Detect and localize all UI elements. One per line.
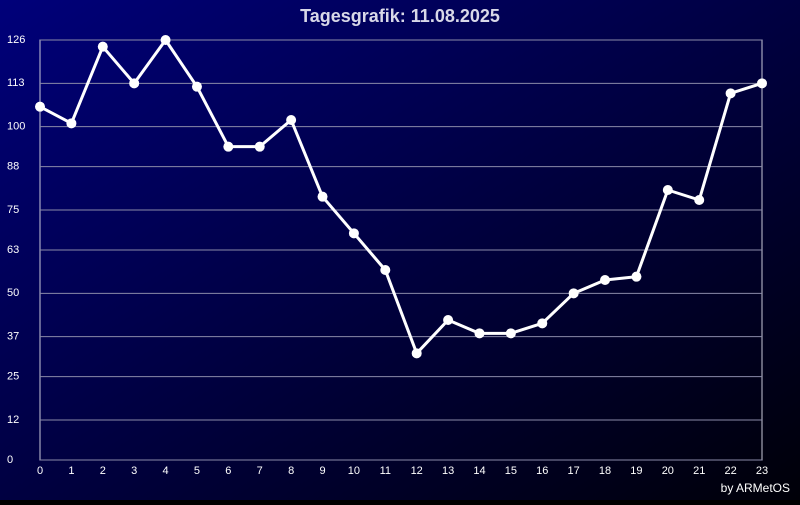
line [39,38,763,355]
point [35,101,45,112]
x-tick-label: 3 [131,465,137,477]
x-tick-label: 21 [693,465,705,477]
point [694,195,705,205]
y-tick-label: 63 [7,244,19,256]
x-tick-label: 23 [756,465,768,477]
point [411,348,422,359]
point [725,88,736,99]
y-tick-label: 0 [7,454,13,466]
y-tick-label: 113 [7,77,25,89]
point [66,118,77,129]
x-tick-label: 17 [568,465,580,477]
x-tick-label: 12 [411,465,423,477]
point [537,318,548,329]
point [600,275,611,285]
point [380,265,391,275]
footer: by ARMetOS [721,481,790,495]
point [443,315,454,325]
x-tick-label: 2 [100,465,106,477]
x-tick-label: 16 [536,465,548,477]
x-tick-label: 22 [724,465,736,477]
x-tick-label: 13 [442,465,454,477]
x-tick-label: 11 [380,465,391,477]
x-tick-label: 20 [662,465,674,477]
point [631,271,642,282]
point [505,328,516,339]
point [286,115,297,125]
x-tick-label: 18 [599,465,611,477]
point [474,328,485,339]
y-tick-label: 50 [7,287,19,299]
point [757,78,767,89]
point [160,35,171,45]
x-tick-label: 4 [163,465,169,477]
point [254,141,265,152]
point [223,141,234,152]
y-tick-label: 75 [7,204,19,216]
x-tick-label: 0 [37,465,43,477]
point [129,78,140,89]
x-tick-label: 9 [319,465,325,477]
point [191,81,202,92]
y-tick-label: 100 [7,121,25,133]
y-tick-label: 88 [7,161,19,173]
point [317,191,328,202]
x-tick-label: 15 [505,465,517,477]
point [348,228,359,239]
x-tick-label: 19 [630,465,642,477]
x-tick-label: 6 [225,465,231,477]
x-tick-label: 1 [68,465,74,477]
x-tick-label: 14 [473,465,485,477]
point [568,288,579,299]
y-tick-label: 25 [7,371,19,383]
point [662,185,673,195]
x-tick-label: 5 [194,465,200,477]
x-tick-label: 10 [348,465,360,477]
chart-title: Tagesgrafik: 11.08.2025 [300,6,500,26]
y-tick-label: 37 [7,331,19,343]
point [97,41,108,52]
y-tick-label: 126 [7,34,25,46]
x-tick-label: 7 [257,465,263,477]
x-tick-label: 8 [288,465,294,477]
y-tick-label: 12 [7,414,19,426]
